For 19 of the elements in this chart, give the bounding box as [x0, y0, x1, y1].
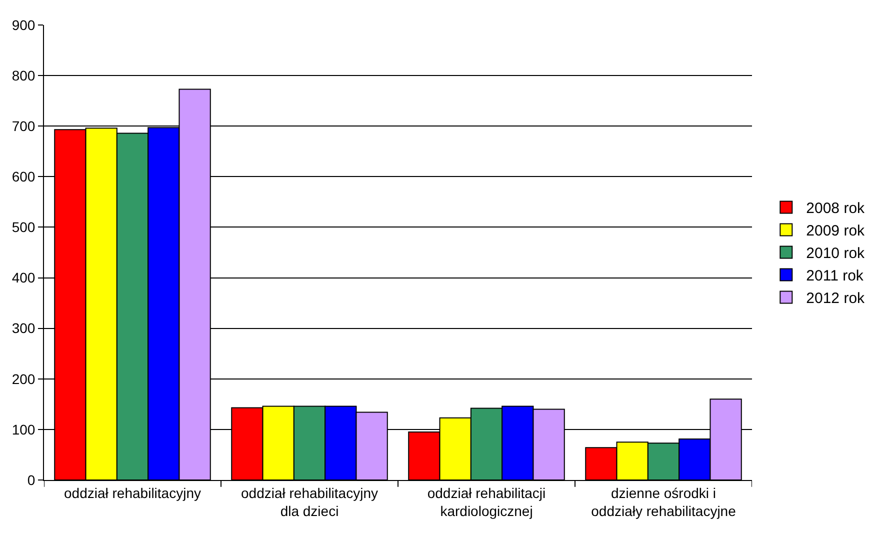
y-tick-label: 300 [12, 320, 36, 336]
y-tick-label: 100 [12, 421, 36, 438]
legend-label: 2012 rok [806, 290, 866, 308]
legend-label: 2008 rok [806, 200, 866, 218]
y-tick-label: 600 [12, 168, 36, 185]
legend-label: 2009 rok [806, 222, 866, 240]
legend-label: 2010 rok [806, 245, 866, 262]
y-tick-label: 700 [12, 118, 36, 134]
y-tick-label: 0 [27, 472, 36, 488]
x-tick-label: oddział rehabilitacyjny [64, 484, 201, 501]
y-tick-label: 900 [12, 16, 36, 33]
y-tick-label: 800 [12, 67, 36, 84]
legend-label: 2011 rok [806, 268, 864, 285]
y-tick-label: 400 [12, 270, 36, 286]
x-tick-label: dzienne ośrodki i oddziały rehabilitacyjne [591, 484, 736, 519]
x-tick-label: oddział rehabilitacyjny dla dzieci [241, 484, 378, 519]
x-tick-label: oddział rehabilitacji kardiologicznej [427, 484, 546, 519]
y-tick-label: 500 [12, 219, 36, 236]
y-tick-label: 200 [12, 370, 36, 387]
